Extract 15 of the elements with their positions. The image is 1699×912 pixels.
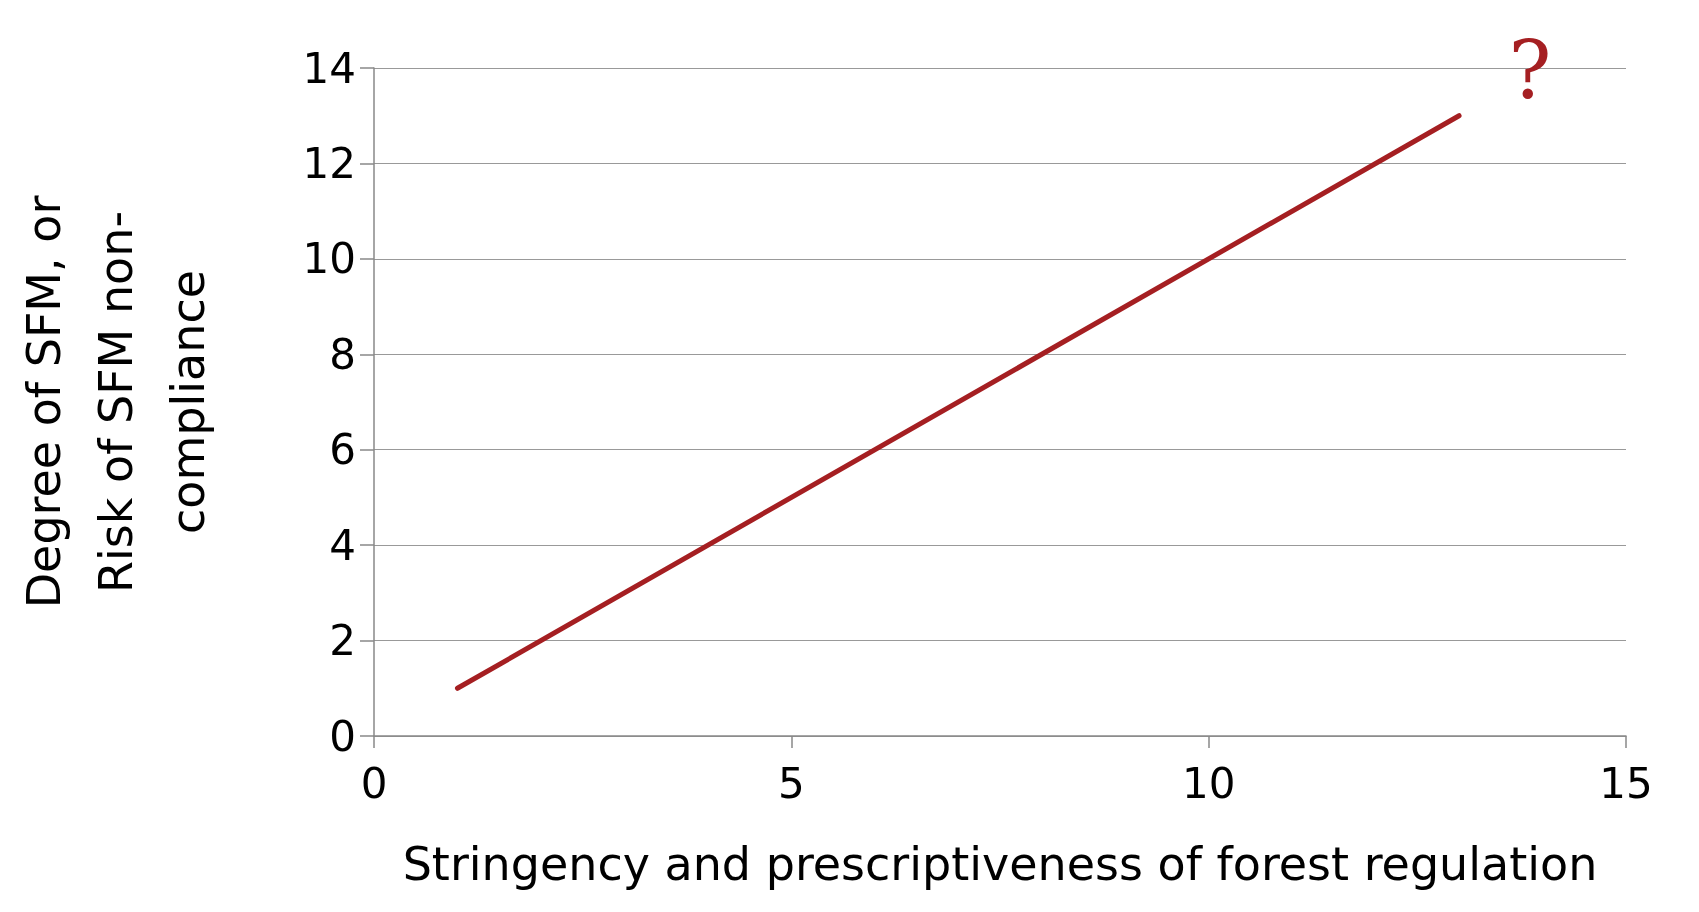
annotation: ? bbox=[1508, 23, 1552, 117]
y-tick-label: 4 bbox=[329, 520, 356, 570]
y-tick-label: 14 bbox=[302, 43, 356, 93]
x-tick-label: 10 bbox=[1181, 758, 1236, 808]
y-tick-label: 6 bbox=[329, 425, 356, 475]
y-tick-label: 10 bbox=[302, 234, 356, 284]
y-axis-title: Degree of SFM, or Risk of SFM non- compliance bbox=[17, 195, 215, 609]
y-tick-label: 0 bbox=[329, 711, 356, 761]
y-tick-label: 8 bbox=[329, 329, 356, 379]
y-tick-label: 12 bbox=[302, 138, 356, 188]
y-tick-label: 2 bbox=[329, 616, 356, 666]
x-tick-label: 15 bbox=[1599, 758, 1653, 808]
x-tick-label: 0 bbox=[360, 758, 388, 808]
x-tick-label: 5 bbox=[777, 758, 805, 808]
x-axis-title: Stringency and prescriptiveness of forest regulation bbox=[402, 837, 1598, 891]
